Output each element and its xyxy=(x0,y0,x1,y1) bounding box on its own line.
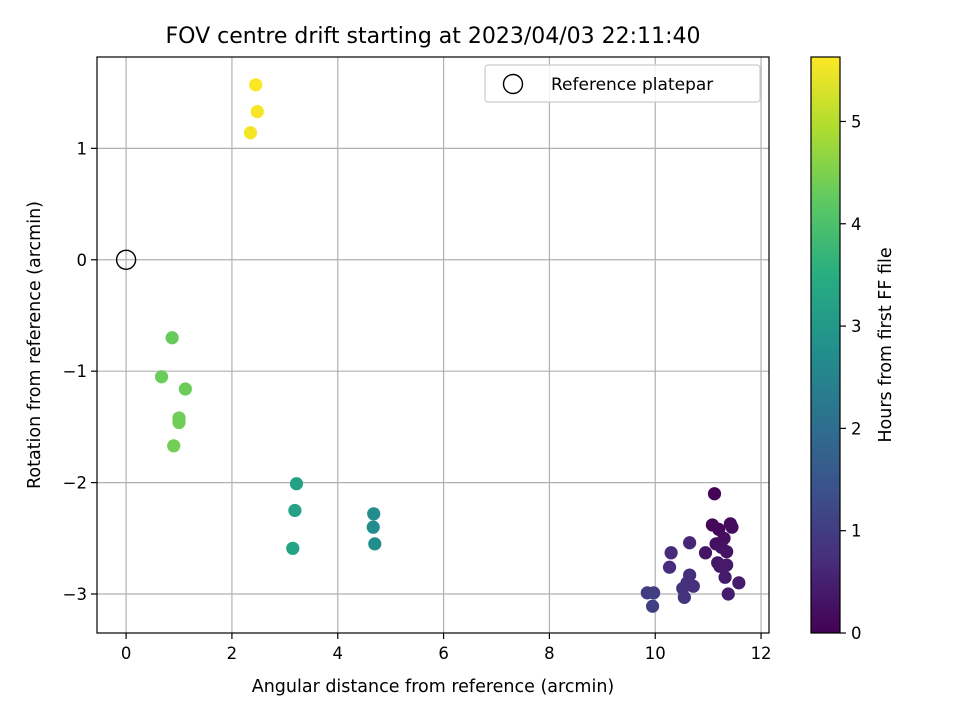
colorbar-tick-label: 2 xyxy=(851,419,862,438)
y-tick-label: −3 xyxy=(63,585,87,604)
x-tick-label: 4 xyxy=(333,644,344,663)
data-point xyxy=(250,104,264,119)
data-point xyxy=(367,507,381,521)
y-axis-ticks: −3 −2 −1 0 1 xyxy=(63,139,97,604)
colorbar-tick-label: 0 xyxy=(851,624,862,643)
y-tick-label: −2 xyxy=(63,474,87,493)
x-tick-label: 2 xyxy=(227,644,238,663)
x-tick-label: 6 xyxy=(438,644,449,663)
data-point xyxy=(725,520,739,534)
colorbar-tick-label: 4 xyxy=(851,215,862,234)
data-point xyxy=(165,331,179,345)
colorbar-tick-label: 3 xyxy=(851,317,862,336)
data-point xyxy=(167,439,181,453)
grid-lines xyxy=(97,57,769,633)
colorbar-label: Hours from first FF file xyxy=(876,247,896,442)
data-point xyxy=(732,576,746,590)
x-tick-label: 10 xyxy=(645,644,666,663)
legend-box xyxy=(484,64,761,103)
colorbar-ticks: 0 1 2 3 4 5 xyxy=(840,112,862,643)
colorbar: 0 1 2 3 4 5 Hours from first FF file xyxy=(810,56,896,643)
data-point xyxy=(368,537,382,551)
chart-title: FOV centre drift starting at 2023/04/03 … xyxy=(166,24,701,49)
data-point xyxy=(172,415,186,430)
colorbar-frame xyxy=(810,56,841,634)
data-point xyxy=(707,487,722,501)
data-point xyxy=(664,546,678,560)
reference-platepar-marker xyxy=(115,249,137,270)
data-point xyxy=(288,503,302,518)
legend-label: Reference platepar xyxy=(551,75,713,95)
data-point xyxy=(720,558,734,572)
y-axis-label: Rotation from reference (arcmin) xyxy=(25,201,45,489)
data-point xyxy=(721,587,735,601)
data-point xyxy=(683,536,697,550)
data-point xyxy=(178,382,192,396)
data-point xyxy=(662,560,677,574)
x-axis-ticks: 0 2 4 6 8 10 12 xyxy=(121,633,772,663)
data-point xyxy=(366,520,380,534)
y-tick-label: 1 xyxy=(77,139,88,158)
x-tick-label: 8 xyxy=(544,644,555,663)
plot-frame xyxy=(96,56,770,634)
data-point xyxy=(645,599,660,613)
legend-marker-icon xyxy=(502,73,524,95)
data-point xyxy=(286,541,300,555)
data-point xyxy=(677,590,691,604)
y-tick-label: 0 xyxy=(77,251,88,270)
reference-marker-layer xyxy=(115,249,137,270)
data-point xyxy=(698,546,713,560)
data-point xyxy=(243,126,258,140)
legend: Reference platepar xyxy=(484,64,761,103)
x-axis-label: Angular distance from reference (arcmin) xyxy=(252,677,615,697)
data-point xyxy=(720,545,734,559)
x-tick-label: 0 xyxy=(121,644,132,663)
x-tick-label: 12 xyxy=(751,644,772,663)
data-point xyxy=(289,477,304,491)
data-points xyxy=(154,78,746,613)
data-point xyxy=(647,586,661,600)
data-point xyxy=(718,570,732,584)
data-point xyxy=(249,78,263,92)
colorbar-tick-label: 5 xyxy=(851,112,862,131)
y-tick-label: −1 xyxy=(63,362,87,381)
data-point xyxy=(154,370,169,384)
data-point xyxy=(686,579,700,593)
colorbar-tick-label: 1 xyxy=(851,522,862,541)
colorbar-gradient xyxy=(811,57,840,633)
